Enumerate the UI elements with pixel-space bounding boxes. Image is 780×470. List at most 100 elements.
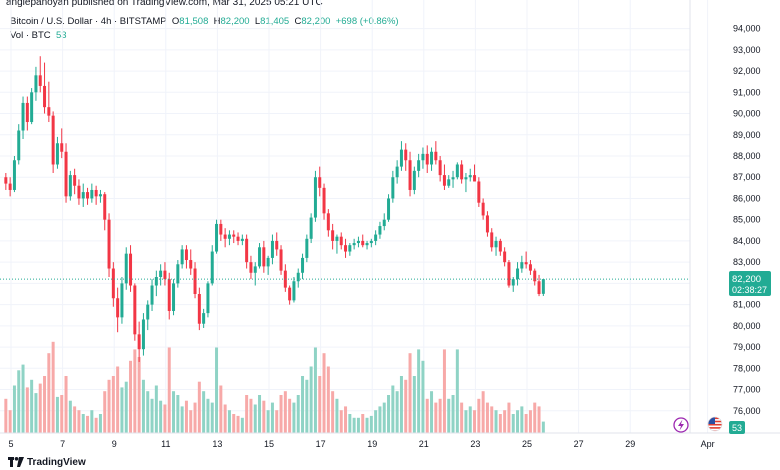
candlesticks — [4, 56, 545, 362]
candle — [245, 234, 249, 269]
candle — [335, 234, 339, 254]
time-tick-label: 5 — [8, 439, 13, 449]
candle-body — [524, 262, 528, 265]
volume-bar — [455, 349, 459, 433]
candle-body — [98, 194, 102, 197]
price-tick-label: 89,000 — [733, 130, 761, 140]
us-flag-icon[interactable] — [707, 416, 723, 432]
candle — [516, 262, 520, 286]
volume-bar — [292, 402, 296, 433]
volume-bar — [34, 393, 38, 433]
candle — [86, 187, 90, 205]
candle-body — [326, 213, 330, 231]
candle-body — [503, 251, 507, 263]
time-tick-label: 17 — [316, 439, 326, 449]
candle — [184, 245, 188, 269]
price-tick-label: 94,000 — [733, 24, 761, 34]
legend-low-value: 81,405 — [260, 16, 290, 27]
candle-body — [116, 298, 120, 318]
time-axis[interactable]: 5 7 9 11 13 15 17 19 21 23 25 27 29 Apr — [8, 439, 714, 449]
candle-body — [236, 236, 240, 241]
volume-bar — [425, 398, 429, 433]
legend-open-label: O — [171, 16, 180, 27]
candle — [447, 175, 451, 188]
candle-body — [137, 334, 141, 350]
candle-body — [309, 217, 313, 239]
price-tick-label: 87,000 — [733, 172, 761, 182]
candle — [421, 147, 425, 169]
volume-bar — [528, 410, 532, 433]
candle-body — [189, 260, 193, 269]
volume-bar — [202, 391, 206, 433]
candle — [438, 156, 442, 182]
volume-bar — [417, 349, 421, 433]
candle — [141, 313, 145, 356]
volume-bar — [369, 415, 373, 433]
lightning-icon[interactable] — [673, 417, 689, 433]
volume-bar — [275, 410, 279, 433]
candle-body — [528, 264, 532, 271]
candle — [318, 166, 322, 197]
volume-bar — [331, 391, 335, 433]
candle-body — [339, 236, 343, 246]
candle-body — [378, 226, 382, 235]
volume-bar — [313, 347, 317, 433]
volume-bar — [129, 360, 133, 433]
volume-bar — [90, 410, 94, 433]
volume-bar — [464, 410, 468, 433]
countdown-timer: 02:38:27 — [732, 285, 767, 295]
tradingview-brand[interactable]: TradingView — [8, 457, 86, 468]
candle-body — [111, 268, 115, 299]
volume-bar — [262, 400, 266, 433]
candle-body — [215, 223, 219, 252]
candle-body — [541, 279, 545, 294]
candle — [262, 240, 266, 273]
candle-body — [292, 281, 296, 301]
candle-body — [430, 151, 434, 165]
candle-body — [447, 179, 451, 186]
candle — [68, 170, 72, 201]
volume-bar — [133, 349, 137, 433]
price-tick-label: 88,000 — [733, 151, 761, 161]
volume-bar — [21, 364, 25, 433]
price-axis[interactable]: 94,000 93,000 92,000 91,000 90,000 89,000 88,0… — [733, 24, 761, 416]
candle — [460, 160, 464, 184]
last-price-value: 82,200 — [732, 274, 761, 285]
publisher-caption: angiepanoyan published on TradingView.co… — [6, 0, 323, 8]
candle — [193, 262, 197, 299]
time-tick-label: 25 — [522, 439, 532, 449]
candle — [313, 170, 317, 222]
candle — [507, 260, 511, 288]
legend-open-value: 81,508 — [179, 16, 209, 27]
candle — [369, 238, 373, 248]
candle-body — [245, 238, 249, 263]
price-tick-label: 93,000 — [733, 45, 761, 55]
volume-bar — [391, 385, 395, 433]
candle-body — [507, 262, 511, 286]
candle-body — [417, 160, 421, 171]
candle-body — [460, 164, 464, 180]
volume-bar — [361, 414, 365, 433]
candle-body — [442, 175, 446, 186]
candle — [524, 251, 528, 269]
candle — [326, 209, 330, 237]
candle — [197, 287, 201, 331]
candle — [464, 172, 468, 193]
candle-body — [159, 270, 163, 278]
candle — [64, 143, 68, 203]
volume-bar — [447, 398, 451, 433]
volume-badge-value: 53 — [732, 423, 742, 433]
candle-body — [210, 251, 214, 284]
candle — [51, 111, 55, 173]
candle-body — [124, 253, 128, 284]
volume-bar — [64, 376, 68, 433]
volume-bar — [365, 417, 369, 433]
volume-bar — [442, 349, 446, 433]
candle-body — [249, 262, 253, 273]
candle — [537, 274, 541, 297]
candle — [356, 236, 360, 248]
volume-bar — [150, 398, 154, 433]
candle-body — [94, 189, 98, 197]
candle — [47, 81, 51, 123]
